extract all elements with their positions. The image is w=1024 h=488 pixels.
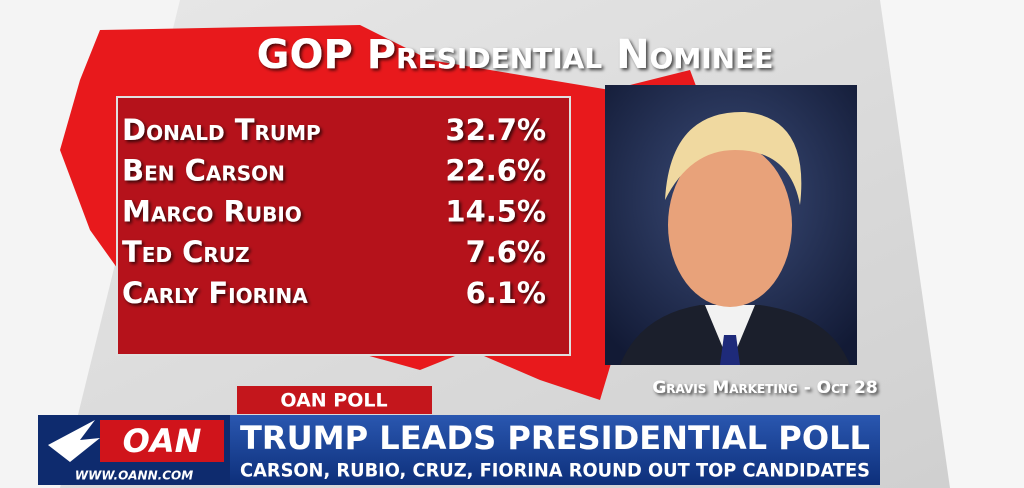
portrait: [620, 111, 850, 365]
candidate: Ben Carson: [122, 154, 285, 188]
source: Gravis Marketing - Oct 28: [652, 378, 877, 398]
percent: 32.7%: [445, 113, 546, 147]
results-panel: [116, 96, 571, 356]
percent: 14.5%: [445, 194, 546, 228]
subheadline: CARSON, RUBIO, CRUZ, FIORINA ROUND OUT T…: [240, 460, 870, 482]
eagle-icon: [48, 420, 100, 462]
title: GOP Presidential Nominee: [257, 32, 774, 78]
candidate: Donald Trump: [122, 113, 321, 147]
candidate: Ted Cruz: [122, 235, 250, 269]
bg-shape: [880, 0, 1024, 488]
poll-tag: [237, 386, 432, 414]
results-table: Donald Trump 32.7% Ben Carson 22.6% Marco Ru…: [122, 113, 546, 310]
percent: 6.1%: [466, 276, 546, 310]
poll-tag-text: OAN POLL: [280, 390, 387, 412]
percent: 22.6%: [445, 154, 546, 188]
logo-red: [100, 420, 224, 462]
candidate: Carly Fiorina: [122, 276, 308, 310]
url: WWW.OANN.COM: [75, 469, 193, 483]
logo: OAN: [123, 422, 202, 460]
banner: [230, 415, 880, 485]
percent: 7.6%: [466, 235, 546, 269]
candidate: Marco Rubio: [122, 194, 302, 228]
headline: TRUMP LEADS PRESIDENTIAL POLL: [240, 419, 870, 457]
